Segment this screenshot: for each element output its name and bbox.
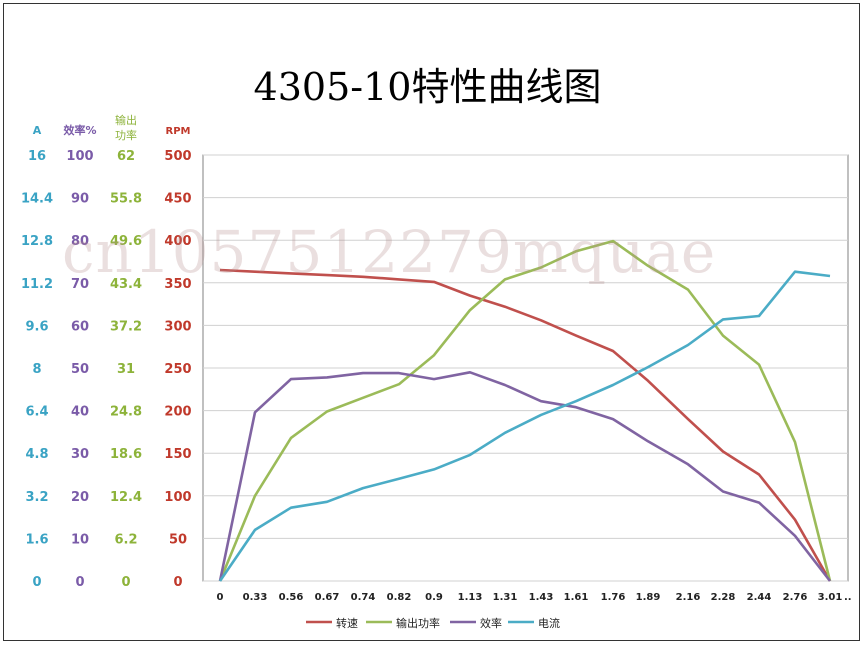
y-tick-rpm: 500 [164,149,191,164]
y-tick-current: 1.6 [25,532,48,547]
x-tick-label: 0.74 [351,592,376,603]
series-line-电流 [218,270,831,582]
x-tick-label: 1.61 [564,592,589,603]
x-tick-label: 0.9 [425,592,443,603]
axis-label-efficiency: 效率% [63,123,96,137]
x-tick-label: 1.43 [529,592,554,603]
x-tick-label: 2.76 [783,592,808,603]
y-tick-power: 31 [117,362,135,377]
x-tick-label: 3.01 [818,592,843,603]
y-tick-power: 62 [117,149,135,164]
y-tick-current: 16 [28,149,46,164]
y-tick-current: 3.2 [25,490,48,505]
y-tick-rpm: 0 [173,575,182,590]
x-tick-label: 1.13 [458,592,483,603]
y-tick-rpm: 450 [164,192,191,207]
y-tick-current: 0 [32,575,41,590]
x-tick-label: 0 [217,592,224,603]
y-tick-efficiency: 90 [71,192,89,207]
y-tick-current: 14.4 [21,192,53,207]
y-tick-efficiency: 60 [71,319,89,334]
series-line-转速 [219,268,832,582]
y-tick-rpm: 250 [164,362,191,377]
y-tick-current: 12.8 [21,234,53,249]
y-tick-rpm: 50 [169,532,187,547]
x-tick-label: 0.56 [279,592,304,603]
axis-label-current: A [33,124,42,137]
y-tick-power: 18.6 [110,447,142,462]
y-tick-current: 4.8 [25,447,48,462]
y-tick-efficiency: 0 [75,575,84,590]
y-tick-rpm: 300 [164,319,191,334]
y-tick-efficiency: 30 [71,447,89,462]
legend-label: 输出功率 [396,616,440,630]
x-tick-label: 2.16 [676,592,701,603]
y-tick-power: 37.2 [110,319,142,334]
y-tick-efficiency: 80 [71,234,89,249]
y-tick-rpm: 200 [164,405,191,420]
x-tick-label: 2.28 [711,592,736,603]
y-tick-power: 55.8 [110,192,142,207]
y-tick-rpm: 400 [164,234,191,249]
x-tick-label: 0.33 [243,592,268,603]
y-tick-power: 24.8 [110,405,142,420]
y-tick-power: 6.2 [114,532,137,547]
y-tick-power: 0 [121,575,130,590]
x-tick-label: 0.67 [315,592,340,603]
y-tick-power: 43.4 [110,277,142,292]
axis-label-power: 输出 [115,113,137,127]
legend-label: 效率 [480,616,502,630]
axis-label-rpm: RPM [166,126,191,137]
x-tick-label: 0.82 [387,592,412,603]
y-tick-rpm: 150 [164,447,191,462]
x-tick-overflow: .. [844,592,852,603]
series-line-效率 [218,370,832,582]
legend-label: 电流 [538,616,560,630]
y-tick-rpm: 350 [164,277,191,292]
y-tick-current: 9.6 [25,319,48,334]
y-tick-power: 49.6 [110,234,142,249]
x-tick-label: 1.89 [636,592,661,603]
x-tick-label: 2.44 [747,592,772,603]
y-tick-efficiency: 70 [71,277,89,292]
series-line-输出功率 [218,239,832,582]
axis-label-power: 功率 [115,128,137,142]
y-tick-efficiency: 10 [71,532,89,547]
chart-title: 4305-10特性曲线图 [253,65,602,109]
x-tick-label: 1.31 [493,592,518,603]
y-tick-efficiency: 20 [71,490,89,505]
y-tick-current: 11.2 [21,277,53,292]
y-tick-power: 12.4 [110,490,142,505]
y-tick-current: 8 [32,362,41,377]
y-tick-efficiency: 100 [66,149,93,164]
y-tick-current: 6.4 [25,405,48,420]
x-tick-label: 1.76 [601,592,626,603]
y-tick-rpm: 100 [164,490,191,505]
legend-label: 转速 [336,616,358,630]
y-tick-efficiency: 50 [71,362,89,377]
y-tick-efficiency: 40 [71,405,89,420]
